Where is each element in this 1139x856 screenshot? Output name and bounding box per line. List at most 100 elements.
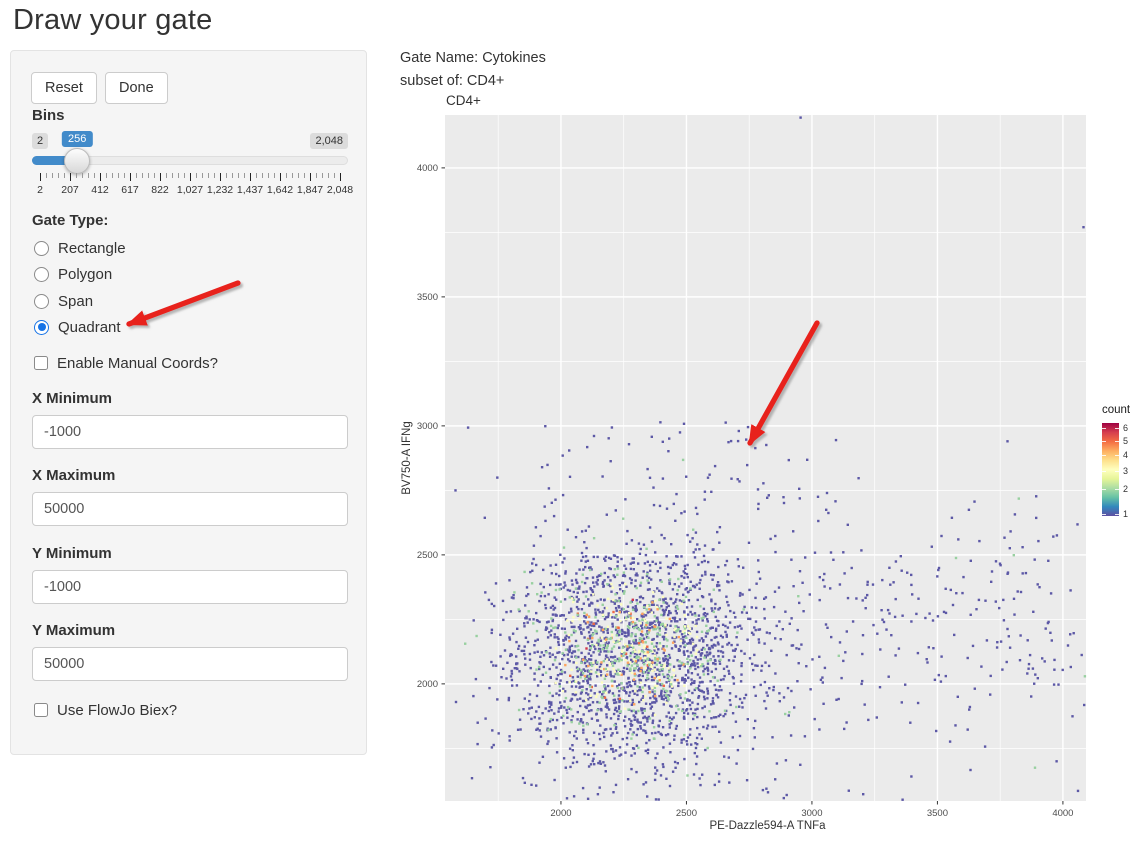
x-minimum-label: X Minimum <box>32 390 113 407</box>
plot-panel <box>445 115 1086 801</box>
radio-icon[interactable] <box>34 266 49 282</box>
slider-tick <box>196 173 197 178</box>
x-maximum-input[interactable] <box>32 492 348 526</box>
slider-tick <box>64 173 65 178</box>
slider-tick <box>58 173 59 178</box>
use-flowjo-biex-checkbox[interactable]: Use FlowJo Biex? <box>34 699 177 721</box>
legend-tick-mark <box>1102 454 1106 456</box>
legend-tick-label: 2 <box>1123 484 1129 495</box>
gate-type-option-span[interactable]: Span <box>34 290 93 312</box>
slider-tick <box>328 173 329 178</box>
slider-tick-label: 1,437 <box>236 184 264 196</box>
checkbox-icon[interactable] <box>34 356 48 370</box>
slider-tick <box>130 173 131 181</box>
radio-icon[interactable] <box>34 319 49 335</box>
y-minimum-input[interactable] <box>32 570 348 604</box>
slider-tick <box>190 173 191 181</box>
y-axis-title: BV750-A IFNg <box>401 421 413 495</box>
gate-type-option-polygon[interactable]: Polygon <box>34 263 112 285</box>
slider-tick <box>292 173 293 178</box>
slider-tick <box>322 173 323 178</box>
y-maximum-input[interactable] <box>32 647 348 681</box>
legend-colorbar <box>1102 423 1119 516</box>
slider-tick <box>82 173 83 178</box>
svg-text:2000: 2000 <box>550 808 571 819</box>
slider-tick <box>334 173 335 178</box>
gate-type-label: Gate Type: <box>32 212 109 229</box>
legend-tick-label: 3 <box>1123 465 1129 476</box>
enable-manual-coords-checkbox[interactable]: Enable Manual Coords? <box>34 352 218 374</box>
radio-icon[interactable] <box>34 293 49 309</box>
radio-icon[interactable] <box>34 240 49 256</box>
slider-tick <box>250 173 251 181</box>
slider-value-badge: 256 <box>62 131 93 147</box>
slider-tick <box>172 173 173 178</box>
svg-text:4000: 4000 <box>417 163 438 174</box>
slider-tick <box>106 173 107 178</box>
legend-tick-mark <box>1115 428 1119 430</box>
density-points <box>454 116 1087 801</box>
legend-tick-label: 1 <box>1123 508 1129 519</box>
x-axis-title: PE-Dazzle594-A TNFa <box>709 820 826 832</box>
slider-tick <box>280 173 281 181</box>
gate-type-option-rectangle[interactable]: Rectangle <box>34 237 126 259</box>
slider-tick <box>154 173 155 178</box>
svg-text:3000: 3000 <box>417 421 438 432</box>
slider-tick-label: 1,847 <box>296 184 324 196</box>
legend-tick-mark <box>1102 428 1106 430</box>
slider-tick <box>52 173 53 178</box>
slider-tick <box>76 173 77 178</box>
slider-min-badge: 2 <box>32 133 49 149</box>
slider-tick <box>118 173 119 178</box>
y-maximum-label: Y Maximum <box>32 622 116 639</box>
slider-tick <box>100 173 101 181</box>
slider-tick <box>232 173 233 178</box>
slider-tick <box>136 173 137 178</box>
done-button[interactable]: Done <box>105 72 168 104</box>
gate-type-option-quadrant[interactable]: Quadrant <box>34 316 121 338</box>
svg-text:3500: 3500 <box>927 808 948 819</box>
gate-name-text: Gate Name: Cytokines <box>400 50 546 66</box>
checkbox-icon[interactable] <box>34 703 48 717</box>
svg-text:2000: 2000 <box>417 679 438 690</box>
slider-tick <box>304 173 305 178</box>
slider-tick-label: 207 <box>61 184 79 196</box>
bins-label: Bins <box>32 107 65 124</box>
svg-text:4000: 4000 <box>1052 808 1073 819</box>
legend-tick-mark <box>1102 489 1106 491</box>
bins-slider[interactable]: 2 2,048 256 2 207 412 617 822 1,027 1,232 1,437… <box>32 129 353 201</box>
legend-tick-mark <box>1102 440 1106 442</box>
slider-tick-label: 412 <box>91 184 109 196</box>
slider-tick-label: 1,642 <box>266 184 294 196</box>
slider-handle[interactable] <box>64 148 91 174</box>
x-minimum-field: X Minimum <box>32 390 348 449</box>
svg-text:2500: 2500 <box>417 550 438 561</box>
slider-tick-label: 2,048 <box>326 184 354 196</box>
option-label: Quadrant <box>58 318 121 336</box>
legend-title: count <box>1102 404 1131 416</box>
reset-button[interactable]: Reset <box>31 72 97 104</box>
legend-tick-mark <box>1102 470 1106 472</box>
slider-tick <box>286 173 287 178</box>
slider-max-badge: 2,048 <box>310 133 348 149</box>
svg-text:3000: 3000 <box>801 808 822 819</box>
svg-text:2500: 2500 <box>676 808 697 819</box>
y-minimum-field: Y Minimum <box>32 545 348 604</box>
slider-tick-label: 2 <box>37 184 43 196</box>
slider-tick <box>310 173 311 181</box>
checkbox-label: Enable Manual Coords? <box>57 354 218 372</box>
legend-tick-mark <box>1115 489 1119 491</box>
slider-tick <box>274 173 275 178</box>
x-maximum-field: X Maximum <box>32 467 348 526</box>
axes: 2000 2500 3000 3500 4000 2000 2500 3000 3500 4000… <box>401 163 1073 832</box>
legend-tick-mark <box>1102 513 1106 515</box>
slider-tick <box>148 173 149 178</box>
slider-tick <box>220 173 221 181</box>
slider-tick <box>208 173 209 178</box>
x-minimum-input[interactable] <box>32 415 348 449</box>
option-label: Polygon <box>58 265 113 283</box>
plot-title: CD4+ <box>446 93 481 108</box>
slider-tick <box>142 173 143 178</box>
slider-tick-label: 1,232 <box>206 184 234 196</box>
